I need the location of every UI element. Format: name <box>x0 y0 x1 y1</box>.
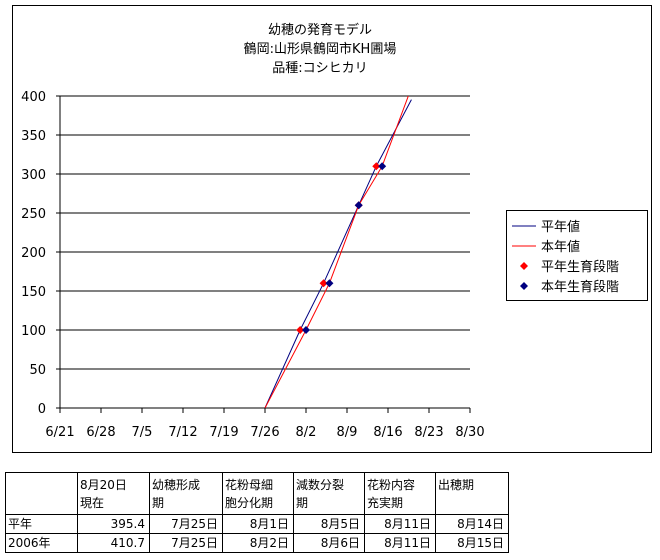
y-tick-label: 100 <box>21 324 46 339</box>
y-tick-label: 0 <box>38 402 46 417</box>
table-cell: 8月15日 <box>457 536 504 550</box>
chart-title: 品種:コシヒカリ <box>272 60 367 76</box>
header-cell: 充実期 <box>367 495 403 510</box>
series-point <box>325 279 334 288</box>
header-cell: 花粉母細 <box>225 477 273 492</box>
legend-label: 平年生育段階 <box>541 259 619 275</box>
x-tick-label: 7/19 <box>209 425 238 440</box>
x-tick-label: 8/2 <box>296 425 317 440</box>
chart-title: 鶴岡:山形県鶴岡市KH圃場 <box>244 41 397 57</box>
y-tick-label: 400 <box>21 90 46 105</box>
header-cell: 現在 <box>80 496 104 510</box>
legend-label: 本年生育段階 <box>541 279 619 295</box>
legend-label: 本年値 <box>541 239 580 255</box>
x-tick-label: 6/21 <box>45 425 74 440</box>
plot-area: 0 50 100 150 200 250 300 350 400 6/21 6/28 7/5 7/12 7… <box>21 90 484 440</box>
series-point <box>372 162 381 171</box>
y-tick-label: 350 <box>21 129 46 144</box>
series-point <box>302 326 310 334</box>
table-cell: 8月5日 <box>321 517 360 531</box>
series-line <box>264 99 412 408</box>
table-cell: 7月25日 <box>171 517 218 531</box>
x-tick-label: 8/9 <box>337 425 358 440</box>
y-tick-label: 50 <box>29 363 46 378</box>
x-tick-label: 7/12 <box>168 425 197 440</box>
y-tick-label: 300 <box>21 168 46 183</box>
header-cell: 花粉内容 <box>367 477 415 492</box>
x-tick-label: 8/30 <box>455 425 484 440</box>
series-point <box>296 326 305 334</box>
table-cell: 8月1日 <box>250 517 289 531</box>
header-cell: 胞分化期 <box>225 496 273 510</box>
table-cell: 8月11日 <box>384 517 431 531</box>
y-tick-label: 250 <box>21 207 46 222</box>
table-frame <box>5 472 509 553</box>
header-cell: 8月20日 <box>80 478 127 492</box>
legend-label: 平年値 <box>541 219 580 235</box>
legend-swatch <box>520 262 528 270</box>
x-tick-label: 8/23 <box>414 425 443 440</box>
table-cell: 395.4 <box>111 517 145 531</box>
header-cell: 期 <box>296 496 308 510</box>
series-point <box>319 279 328 288</box>
x-tick-label: 8/16 <box>373 425 402 440</box>
table-cell: 8月2日 <box>250 536 289 550</box>
table-cell: 7月25日 <box>171 536 218 550</box>
series-point <box>354 201 363 210</box>
header-cell: 減数分裂 <box>296 477 344 492</box>
x-tick-label: 7/5 <box>132 425 153 440</box>
chart-title: 幼穂の発育モデル <box>268 22 372 38</box>
table-cell: 410.7 <box>111 536 145 550</box>
table-cell: 8月14日 <box>457 517 504 531</box>
y-tick-label: 150 <box>21 285 46 300</box>
x-tick-label: 6/28 <box>86 425 115 440</box>
table-cell: 8月6日 <box>321 536 360 550</box>
table-cell: 平年 <box>8 517 32 531</box>
header-cell: 幼穂形成 <box>152 478 200 492</box>
header-cell: 期 <box>152 496 164 510</box>
table-cell: 2006年 <box>8 536 51 550</box>
series-point <box>378 162 387 171</box>
x-tick-label: 7/26 <box>250 425 279 440</box>
header-cell: 出穂期 <box>438 478 474 492</box>
y-tick-label: 200 <box>21 246 46 261</box>
series-line <box>264 96 409 408</box>
table-cell: 8月11日 <box>384 536 431 550</box>
legend-swatch <box>520 282 528 290</box>
